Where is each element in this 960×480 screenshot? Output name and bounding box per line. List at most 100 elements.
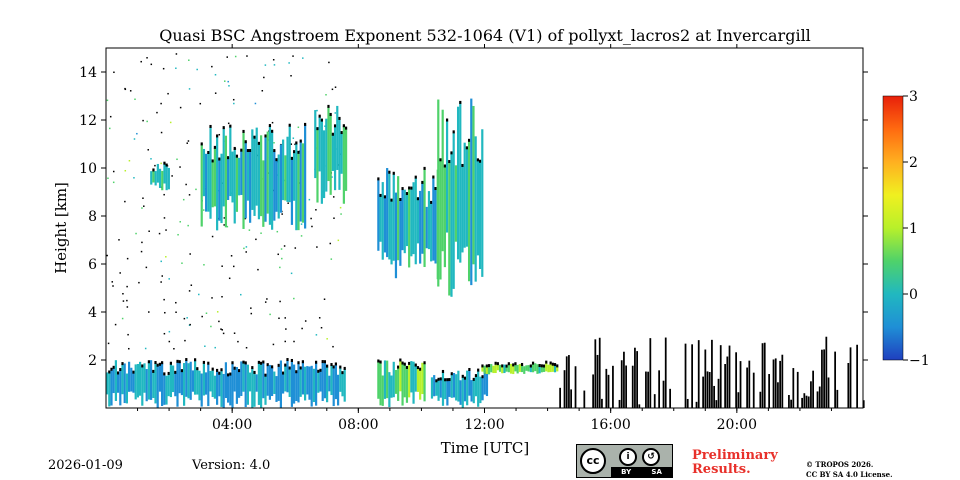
signal-streak [316, 129, 319, 203]
preliminary-notice: Preliminary Results. [692, 449, 792, 477]
clutter-streak [788, 395, 790, 408]
noise-dot [276, 230, 279, 233]
signal-streak [315, 362, 318, 406]
signal-streak [290, 360, 293, 407]
noise-dot [160, 281, 162, 283]
clutter-streak [812, 370, 815, 408]
plot-content [106, 53, 865, 408]
signal-edge [117, 371, 120, 375]
signal-streak [150, 360, 153, 400]
signal-streak [403, 364, 406, 398]
noise-dot [195, 188, 197, 191]
y-tick-label: 4 [88, 305, 97, 321]
signal-streak [328, 375, 331, 392]
signal-streak [304, 366, 307, 401]
noise-dot [281, 257, 283, 260]
signal-edge [481, 364, 484, 368]
signal-edge [257, 141, 261, 145]
noise-dot [134, 98, 136, 101]
signal-edge [327, 104, 330, 108]
signal-streak [194, 360, 197, 395]
signal-streak [443, 166, 446, 268]
signal-edge [227, 156, 230, 160]
signal-streak [399, 199, 402, 266]
clutter-streak [792, 368, 795, 408]
feature-low-clutter [557, 336, 865, 408]
signal-streak [268, 126, 272, 225]
clutter-streak [565, 356, 568, 408]
signal-edge [321, 360, 324, 364]
signal-streak [421, 362, 424, 395]
signal-streak [207, 363, 210, 407]
noise-dot [154, 164, 156, 167]
signal-edge [288, 366, 291, 370]
signal-streak [317, 371, 320, 393]
noise-dot [333, 217, 335, 219]
signal-streak [262, 160, 265, 227]
x-tick-label: 20:00 [717, 417, 757, 433]
clutter-streak [574, 366, 577, 408]
clutter-streak [568, 355, 570, 408]
signal-streak [450, 153, 453, 297]
signal-streak [165, 375, 168, 405]
clutter-streak [583, 390, 586, 408]
signal-streak [531, 363, 535, 373]
signal-streak [452, 373, 456, 398]
noise-dot [107, 177, 109, 180]
footer-date: 2026-01-09 [48, 458, 123, 473]
noise-dot [112, 170, 115, 173]
y-tick-label: 6 [88, 257, 97, 273]
signal-edge [423, 166, 426, 170]
noise-dot [184, 339, 186, 342]
signal-streak [121, 364, 124, 395]
noise-dot [147, 149, 149, 151]
signal-streak [132, 372, 135, 393]
noise-dot [273, 64, 276, 66]
signal-streak [299, 141, 302, 222]
signal-edge [163, 161, 166, 165]
signal-streak [169, 363, 172, 398]
signal-edge [419, 367, 422, 371]
noise-dot [240, 293, 242, 296]
noise-dot [233, 102, 235, 105]
signal-streak [191, 370, 194, 392]
clutter-streak [825, 336, 828, 408]
signal-streak [342, 126, 345, 204]
signal-edge [180, 369, 183, 373]
noise-dot [288, 62, 290, 64]
clutter-streak [706, 371, 709, 408]
clutter-streak [607, 374, 610, 408]
signal-edge [268, 124, 272, 128]
noise-dot [297, 126, 300, 129]
signal-streak [432, 177, 435, 261]
noise-dot [273, 142, 275, 144]
signal-edge [293, 150, 296, 154]
clutter-streak [823, 349, 826, 408]
signal-streak [390, 375, 393, 398]
clutter-streak [719, 345, 722, 408]
signal-streak [430, 377, 434, 399]
noise-dot [294, 143, 296, 146]
noise-dot [179, 221, 181, 223]
noise-dot [254, 102, 257, 105]
noise-dot [186, 317, 188, 319]
noise-dot [164, 311, 166, 314]
noise-dot [201, 315, 203, 318]
signal-edge [343, 366, 346, 370]
signal-streak [479, 376, 482, 404]
clutter-streak [847, 362, 850, 408]
signal-edge [481, 375, 484, 379]
noise-dot [287, 202, 289, 204]
signal-streak [386, 168, 389, 258]
signal-streak [437, 379, 440, 401]
clutter-streak [810, 381, 812, 408]
signal-streak [257, 143, 261, 220]
signal-streak [338, 118, 341, 190]
signal-streak [336, 105, 339, 170]
signal-streak [483, 372, 486, 395]
signal-streak [271, 131, 274, 230]
noise-dot [223, 224, 225, 226]
signal-streak [273, 151, 276, 221]
clutter-streak [801, 397, 804, 408]
signal-streak [381, 375, 384, 406]
